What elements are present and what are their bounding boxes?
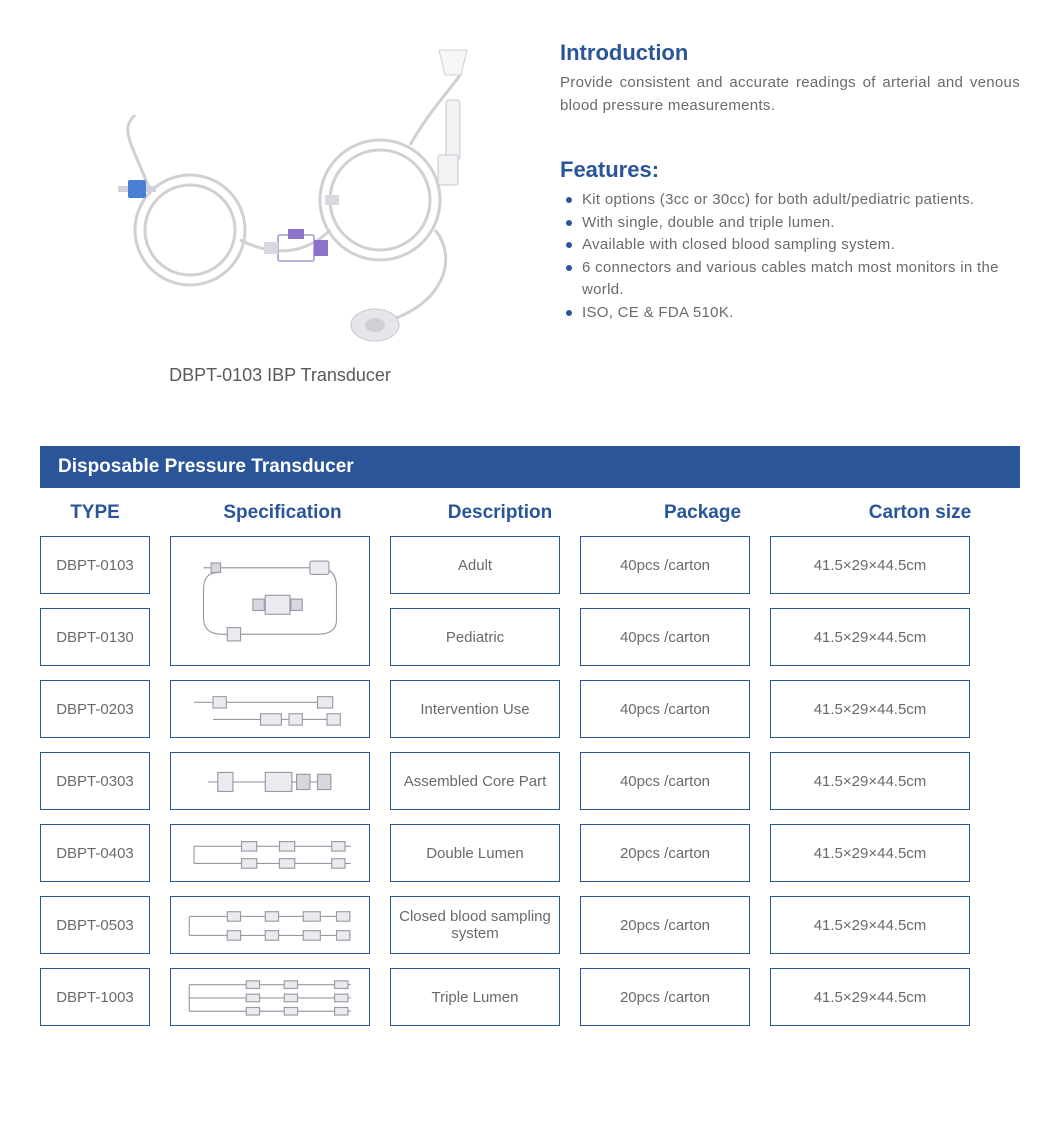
cell-type: DBPT-0403 [40, 824, 150, 882]
cell-pkg: 40pcs /carton [580, 608, 750, 666]
cell-type: DBPT-0130 [40, 608, 150, 666]
table-row: DBPT-0203 Intervention Use 40pcs /carton… [40, 680, 1020, 738]
table-row-group-1: DBPT-0103 DBPT-0130 [40, 536, 1020, 666]
col-header-pkg: Package [618, 502, 788, 524]
cell-desc: Intervention Use [390, 680, 560, 738]
feature-item: Kit options (3cc or 30cc) for both adult… [566, 189, 1020, 212]
feature-item: ISO, CE & FDA 510K. [566, 302, 1020, 325]
introduction-heading: Introduction [560, 40, 1020, 66]
table-header-row: TYPE Specification Description Package C… [40, 488, 1020, 536]
col-header-type: TYPE [40, 502, 150, 524]
cell-spec [170, 752, 370, 810]
table-title: Disposable Pressure Transducer [40, 446, 1020, 488]
features-heading: Features: [560, 157, 1020, 183]
product-illustration [40, 30, 520, 350]
cell-type: DBPT-1003 [40, 968, 150, 1026]
cell-desc: Pediatric [390, 608, 560, 666]
cell-type: DBPT-0303 [40, 752, 150, 810]
cell-type: DBPT-0503 [40, 896, 150, 954]
col-header-size: Carton size [820, 502, 1020, 524]
cell-spec [170, 680, 370, 738]
feature-item: 6 connectors and various cables match mo… [566, 257, 1020, 302]
table-row: DBPT-0403 Double Lumen 20pcs /carton 41.… [40, 824, 1020, 882]
cell-pkg: 40pcs /carton [580, 680, 750, 738]
cell-pkg: 20pcs /carton [580, 968, 750, 1026]
cell-spec [170, 896, 370, 954]
cell-size: 41.5×29×44.5cm [770, 536, 970, 594]
feature-item: With single, double and triple lumen. [566, 212, 1020, 235]
cell-desc: Adult [390, 536, 560, 594]
feature-item: Available with closed blood sampling sys… [566, 234, 1020, 257]
col-header-spec: Specification [183, 502, 383, 524]
cell-pkg: 40pcs /carton [580, 536, 750, 594]
cell-spec [170, 968, 370, 1026]
cell-pkg: 40pcs /carton [580, 752, 750, 810]
cell-size: 41.5×29×44.5cm [770, 824, 970, 882]
cell-size: 41.5×29×44.5cm [770, 752, 970, 810]
cell-size: 41.5×29×44.5cm [770, 896, 970, 954]
cell-type: DBPT-0103 [40, 536, 150, 594]
table-body: DBPT-0103 DBPT-0130 [40, 536, 1020, 1026]
cell-desc: Double Lumen [390, 824, 560, 882]
cell-spec [170, 536, 370, 666]
cell-pkg: 20pcs /carton [580, 824, 750, 882]
cell-desc: Triple Lumen [390, 968, 560, 1026]
cell-desc: Closed blood sampling system [390, 896, 560, 954]
top-section: DBPT-0103 IBP Transducer Introduction Pr… [40, 30, 1020, 386]
product-image-area: DBPT-0103 IBP Transducer [40, 30, 520, 386]
cell-size: 41.5×29×44.5cm [770, 680, 970, 738]
table-row: DBPT-0503 Closed blood sampling system 2… [40, 896, 1020, 954]
spec-table: Disposable Pressure Transducer TYPE Spec… [40, 446, 1020, 1026]
cell-size: 41.5×29×44.5cm [770, 608, 970, 666]
cell-pkg: 20pcs /carton [580, 896, 750, 954]
cell-desc: Assembled Core Part [390, 752, 560, 810]
features-list: Kit options (3cc or 30cc) for both adult… [560, 189, 1020, 324]
product-caption: DBPT-0103 IBP Transducer [40, 365, 520, 386]
text-area: Introduction Provide consistent and accu… [560, 30, 1020, 386]
introduction-text: Provide consistent and accurate readings… [560, 72, 1020, 117]
cell-spec [170, 824, 370, 882]
cell-type: DBPT-0203 [40, 680, 150, 738]
cell-size: 41.5×29×44.5cm [770, 968, 970, 1026]
col-header-desc: Description [415, 502, 585, 524]
table-row: DBPT-0303 Assembled Core Part 40pcs /car… [40, 752, 1020, 810]
table-row: DBPT-1003 Triple Lumen 20pcs /carton 41.… [40, 968, 1020, 1026]
